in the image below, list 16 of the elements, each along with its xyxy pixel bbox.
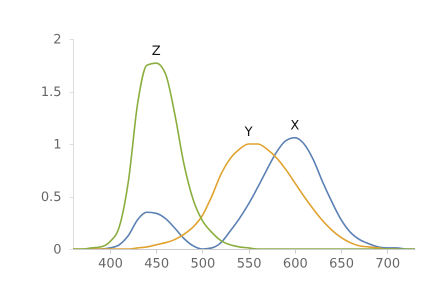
- y-tick-label: 0.5: [40, 190, 62, 205]
- line-series: [73, 62, 415, 249]
- y-tick-label: 2: [53, 32, 62, 48]
- x-tick-label: 600: [282, 256, 308, 272]
- series-label: Y: [244, 125, 253, 140]
- x-tick-label: 500: [190, 256, 216, 272]
- y-tick-label: 1: [53, 138, 62, 152]
- y-tick-label: 1.5: [40, 85, 62, 100]
- x-tick-label: 450: [144, 256, 170, 272]
- series-label: X: [290, 118, 300, 134]
- x-tick-label: 550: [236, 256, 262, 272]
- y-tick-label: 0: [53, 242, 62, 258]
- x-tick-label: 700: [375, 256, 400, 272]
- series-label: Z: [152, 44, 161, 60]
- x-tick-label: 400: [98, 256, 123, 272]
- x-tick-label: 650: [329, 256, 354, 272]
